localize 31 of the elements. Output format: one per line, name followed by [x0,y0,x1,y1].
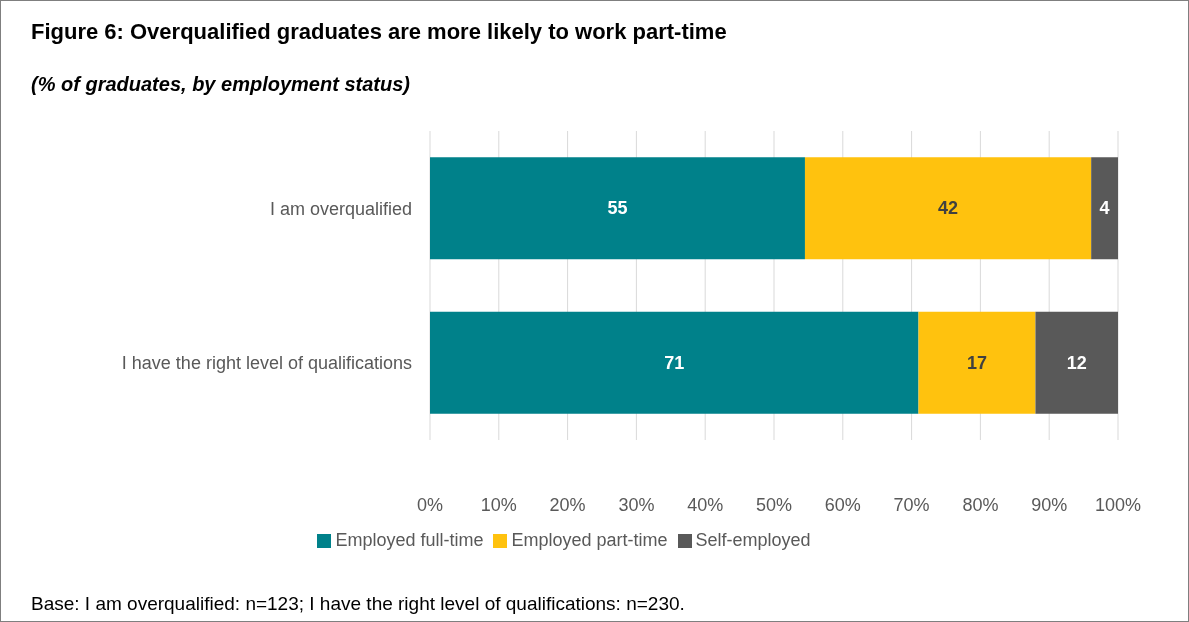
x-tick-label: 60% [824,494,861,515]
x-tick-label: 40% [687,494,724,515]
x-tick-label: 80% [962,494,999,515]
bar [1035,311,1118,414]
legend-label: Employed part-time [511,530,668,550]
bar [918,311,1036,414]
bar [430,157,805,260]
data-label: 4 [1099,198,1110,219]
data-label: 55 [607,198,628,219]
chart-title: Figure 6: Overqualified graduates are more likely to work part-time [31,19,727,45]
bar [804,157,1092,260]
text: Base: I am overqualified: n=123; I have the right level of qualifications: n=230. [31,593,685,615]
data-label: 17 [966,352,987,373]
x-tick-label: 30% [618,494,655,515]
x-tick-label: 90% [1031,494,1068,515]
data-label: 42 [938,198,959,219]
legend-label: Employed full-time [335,530,484,550]
x-tick-label: 100% [1094,494,1142,515]
x-tick-label: 10% [480,494,517,515]
y-tick-label: I am overqualified [269,198,412,219]
bar [430,311,919,414]
data-label: 71 [664,352,685,373]
x-tick-label: 0% [416,494,444,515]
x-tick-label: 70% [893,494,930,515]
legend-label: Self-employed [695,530,811,550]
y-tick-label: I have the right level of qualifications [121,353,412,374]
text: (% of graduates, by employment status) [31,73,410,96]
x-tick-label: 20% [549,494,586,515]
data-label: 12 [1066,352,1087,373]
x-tick-label: 50% [755,494,793,515]
bar [1091,157,1118,260]
